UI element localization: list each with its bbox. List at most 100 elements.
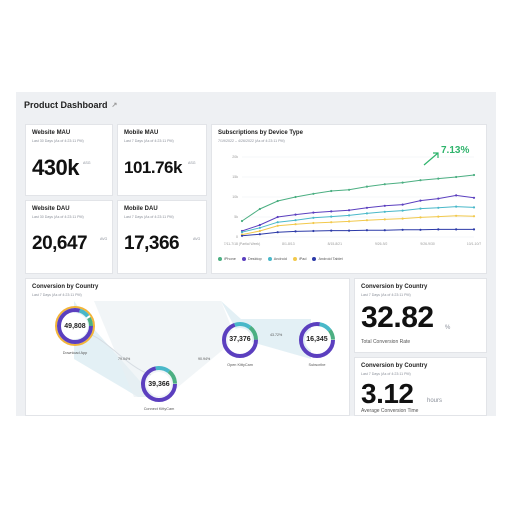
- data-point[interactable]: [419, 228, 422, 231]
- data-point[interactable]: [294, 223, 297, 226]
- series-line-desktop[interactable]: [241, 194, 475, 232]
- data-point[interactable]: [383, 183, 386, 186]
- conversion-rate-card[interactable]: Conversion by Country Last 7 Days (As of…: [354, 278, 487, 353]
- data-point[interactable]: [330, 221, 333, 224]
- data-point[interactable]: [383, 204, 386, 207]
- data-point[interactable]: [294, 219, 297, 222]
- data-point[interactable]: [330, 215, 333, 218]
- series-line-android[interactable]: [241, 206, 475, 233]
- data-point[interactable]: [347, 209, 351, 212]
- card-title: Website MAU: [32, 130, 71, 136]
- data-point[interactable]: [258, 207, 261, 211]
- series-line-android-tablet[interactable]: [241, 228, 474, 237]
- funnel-subtitle: Last 7 Days (As of 4:23:11 PM): [32, 293, 82, 297]
- legend-item-ipad[interactable]: iPad: [292, 257, 306, 261]
- data-point[interactable]: [365, 219, 369, 222]
- data-point[interactable]: [294, 195, 297, 199]
- data-point[interactable]: [455, 175, 458, 179]
- data-point[interactable]: [347, 214, 351, 217]
- data-point[interactable]: [455, 194, 458, 197]
- data-point[interactable]: [276, 199, 279, 203]
- x-tick-label: 9/26-9/2: [375, 242, 388, 246]
- data-point[interactable]: [401, 203, 404, 206]
- legend-item-iphone[interactable]: iPhone: [218, 257, 236, 261]
- data-point[interactable]: [455, 214, 458, 217]
- data-point[interactable]: [330, 229, 333, 232]
- legend-item-android[interactable]: Android: [267, 257, 287, 261]
- funnel-node-ring[interactable]: [54, 305, 96, 347]
- data-point[interactable]: [437, 215, 440, 218]
- data-point[interactable]: [472, 196, 476, 199]
- series-line-ipad[interactable]: [241, 215, 475, 236]
- data-point[interactable]: [312, 211, 315, 214]
- data-point[interactable]: [312, 192, 315, 195]
- funnel-node-ring[interactable]: [219, 319, 261, 361]
- metric-value: 3.12: [361, 378, 414, 409]
- external-link-icon[interactable]: ↗: [111, 102, 118, 109]
- data-point[interactable]: [437, 197, 440, 200]
- data-point[interactable]: [312, 221, 315, 225]
- data-point[interactable]: [240, 219, 244, 223]
- data-point[interactable]: [419, 207, 422, 210]
- data-point[interactable]: [472, 215, 476, 218]
- data-point[interactable]: [240, 231, 244, 234]
- data-point[interactable]: [401, 217, 404, 220]
- legend-item-android-tablet[interactable]: Android Tablet: [312, 257, 343, 261]
- mobile-dau-card[interactable]: Mobile DAU Last 7 Days (As of 4:23:11 PM…: [117, 200, 207, 274]
- data-point[interactable]: [347, 188, 351, 191]
- data-point[interactable]: [294, 230, 297, 233]
- data-point[interactable]: [437, 206, 440, 209]
- data-point[interactable]: [437, 228, 440, 231]
- funnel-node-value: 49,808: [64, 323, 86, 330]
- data-point[interactable]: [455, 228, 458, 231]
- data-point[interactable]: [330, 210, 333, 213]
- data-point[interactable]: [258, 233, 261, 236]
- funnel-node-value: 37,376: [229, 336, 251, 343]
- data-point[interactable]: [258, 226, 261, 229]
- data-point[interactable]: [401, 181, 404, 184]
- data-point[interactable]: [419, 179, 422, 182]
- data-point[interactable]: [240, 234, 244, 237]
- data-point[interactable]: [437, 177, 440, 180]
- data-point[interactable]: [383, 218, 386, 221]
- data-point[interactable]: [401, 228, 404, 231]
- metric-unit: AVG: [100, 237, 108, 241]
- data-point[interactable]: [347, 229, 351, 232]
- data-point[interactable]: [472, 228, 476, 231]
- data-point[interactable]: [276, 231, 279, 234]
- subscriptions-chart-card[interactable]: Subscriptions by Device Type 7/19/2022 –…: [211, 124, 487, 274]
- funnel-node-ring[interactable]: [296, 319, 338, 361]
- data-point[interactable]: [365, 212, 369, 215]
- data-point[interactable]: [258, 223, 261, 227]
- funnel-node-ring[interactable]: [138, 363, 180, 405]
- card-subtitle: Last 30 Days (As of 4:23:11 PM): [32, 215, 84, 219]
- data-point[interactable]: [258, 229, 261, 233]
- conversion-time-card[interactable]: Conversion by Country Last 7 Days (As of…: [354, 357, 487, 416]
- data-point[interactable]: [419, 199, 422, 202]
- data-point[interactable]: [276, 224, 279, 227]
- data-point[interactable]: [472, 173, 476, 177]
- legend-item-desktop[interactable]: Desktop: [241, 257, 262, 261]
- data-point[interactable]: [294, 213, 297, 216]
- data-point[interactable]: [347, 220, 351, 223]
- data-point[interactable]: [365, 206, 369, 209]
- website-dau-card[interactable]: Website DAU Last 30 Days (As of 4:23:11 …: [25, 200, 113, 274]
- data-point[interactable]: [330, 189, 333, 193]
- card-subtitle: Last 30 Days (As of 4:23:11 PM): [32, 139, 84, 143]
- data-point[interactable]: [365, 185, 369, 188]
- data-point[interactable]: [383, 229, 386, 232]
- data-point[interactable]: [455, 205, 458, 208]
- data-point[interactable]: [276, 215, 279, 219]
- series-line-iphone[interactable]: [241, 174, 475, 222]
- data-point[interactable]: [472, 206, 476, 209]
- data-point[interactable]: [401, 209, 404, 212]
- website-mau-card[interactable]: Website MAU Last 30 Days (As of 4:23:11 …: [25, 124, 113, 196]
- mobile-mau-card[interactable]: Mobile MAU Last 7 Days (As of 4:23:11 PM…: [117, 124, 207, 196]
- data-point[interactable]: [419, 216, 422, 219]
- data-point[interactable]: [365, 229, 369, 232]
- data-point[interactable]: [276, 221, 279, 224]
- data-point[interactable]: [383, 210, 386, 213]
- data-point[interactable]: [312, 216, 315, 219]
- data-point[interactable]: [312, 229, 315, 233]
- conversion-funnel-card[interactable]: Conversion by Country Last 7 Days (As of…: [25, 278, 350, 416]
